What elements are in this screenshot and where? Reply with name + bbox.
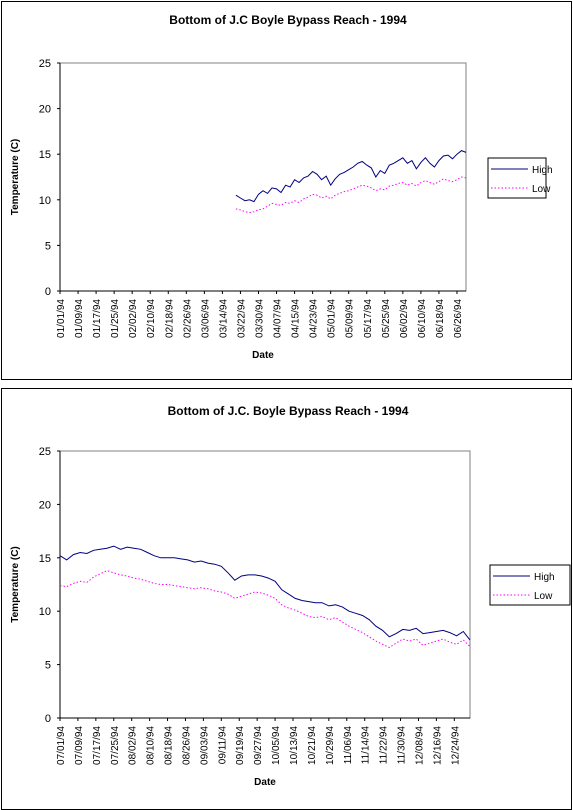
x-tick-label: 04/23/94 <box>309 299 320 338</box>
x-tick-label: 06/02/94 <box>399 299 410 338</box>
y-tick-label: 5 <box>45 660 51 672</box>
chart-title: Bottom of J.C. Boyle Bypass Reach - 1994 <box>168 404 409 418</box>
y-tick-label: 20 <box>39 499 51 511</box>
series-line-low <box>235 176 467 214</box>
chart-title: Bottom of J.C Boyle Bypass Reach - 1994 <box>169 13 407 27</box>
y-tick-label: 25 <box>39 446 51 458</box>
legend-box <box>487 157 547 199</box>
x-tick-label: 11/30/94 <box>397 726 408 765</box>
x-tick-label: 03/06/94 <box>200 299 211 338</box>
y-tick-label: 10 <box>39 195 51 207</box>
x-tick-label: 08/10/94 <box>146 726 157 765</box>
x-axis-label: Date <box>252 350 274 361</box>
legend-box <box>489 564 571 606</box>
x-tick-label: 07/09/94 <box>74 726 85 765</box>
x-tick-label: 10/05/94 <box>271 726 282 765</box>
x-tick-label: 03/14/94 <box>218 299 229 338</box>
chart-first-half: Bottom of J.C Boyle Bypass Reach - 1994 0… <box>10 13 553 361</box>
y-axis-label: Temperature (C) <box>10 139 21 216</box>
y-tick-label: 10 <box>39 606 51 618</box>
x-tick-label: 10/21/94 <box>307 726 318 765</box>
x-tick-label: 10/13/94 <box>289 726 300 765</box>
y-tick-label: 0 <box>45 713 51 725</box>
series-line-low <box>59 570 471 649</box>
y-tick-label: 0 <box>45 286 51 298</box>
x-tick-label: 02/18/94 <box>164 299 175 338</box>
x-tick-label: 08/18/94 <box>164 726 175 765</box>
x-tick-label: 06/18/94 <box>435 299 446 338</box>
x-tick-label: 03/30/94 <box>254 299 265 338</box>
x-tick-label: 12/08/94 <box>414 726 425 765</box>
chart-second-half: Bottom of J.C. Boyle Bypass Reach - 1994… <box>10 404 571 788</box>
x-tick-label: 09/27/94 <box>253 726 264 765</box>
x-axis-label: Date <box>254 777 276 788</box>
x-tick-label: 03/22/94 <box>236 299 247 338</box>
x-tick-label: 01/25/94 <box>110 299 121 338</box>
x-tick-label: 05/01/94 <box>327 299 338 338</box>
x-tick-label: 02/02/94 <box>128 299 139 338</box>
x-tick-label: 06/10/94 <box>417 299 428 338</box>
x-tick-label: 05/17/94 <box>363 299 374 338</box>
x-tick-label: 08/02/94 <box>128 726 139 765</box>
x-tick-label: 07/01/94 <box>56 726 67 765</box>
x-tick-label: 09/19/94 <box>235 726 246 765</box>
x-tick-label: 07/25/94 <box>110 726 121 765</box>
x-tick-label: 01/01/94 <box>56 299 67 338</box>
x-tick-label: 05/25/94 <box>381 299 392 338</box>
y-tick-label: 15 <box>39 553 51 565</box>
x-tick-label: 12/24/94 <box>450 726 461 765</box>
legend-label-high: High <box>534 572 555 583</box>
x-tick-label: 09/11/94 <box>217 726 228 765</box>
x-tick-label: 10/29/94 <box>325 726 336 765</box>
x-tick-label: 08/26/94 <box>181 726 192 765</box>
legend-label-low: Low <box>534 591 553 602</box>
x-tick-label: 02/10/94 <box>146 299 157 338</box>
legend-label-high: High <box>532 165 553 176</box>
series-line-high <box>59 545 471 641</box>
x-tick-label: 02/26/94 <box>182 299 193 338</box>
x-tick-label: 04/15/94 <box>291 299 302 338</box>
plot-area <box>59 62 467 292</box>
x-tick-label: 06/26/94 <box>453 299 464 338</box>
x-tick-label: 01/17/94 <box>92 299 103 338</box>
x-tick-label: 12/16/94 <box>432 726 443 765</box>
y-tick-label: 20 <box>39 104 51 116</box>
chart-panel-second-half: Bottom of J.C. Boyle Bypass Reach - 1994… <box>1 388 572 810</box>
series-line-high <box>235 150 467 203</box>
x-tick-label: 04/07/94 <box>273 299 284 338</box>
x-tick-label: 11/14/94 <box>361 726 372 765</box>
x-tick-label: 05/09/94 <box>345 299 356 338</box>
y-tick-label: 25 <box>39 58 51 70</box>
plot-area <box>59 450 471 719</box>
legend-label-low: Low <box>532 184 551 195</box>
x-tick-label: 01/09/94 <box>74 299 85 338</box>
x-tick-label: 09/03/94 <box>199 726 210 765</box>
y-tick-label: 15 <box>39 149 51 161</box>
x-tick-label: 07/17/94 <box>92 726 103 765</box>
y-tick-label: 5 <box>45 240 51 252</box>
x-tick-label: 11/06/94 <box>343 726 354 765</box>
y-axis-label: Temperature (C) <box>10 546 21 623</box>
chart-panel-first-half: Bottom of J.C Boyle Bypass Reach - 1994 0… <box>1 1 572 380</box>
x-tick-label: 11/22/94 <box>379 726 390 765</box>
